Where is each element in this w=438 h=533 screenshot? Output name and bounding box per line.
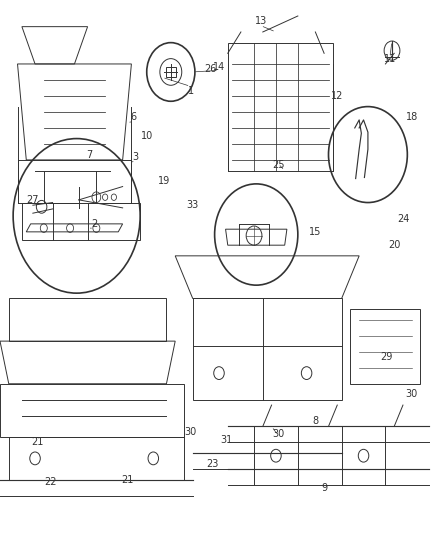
Text: 30: 30 bbox=[272, 430, 284, 439]
Text: 9: 9 bbox=[321, 483, 327, 492]
Text: 1: 1 bbox=[187, 86, 194, 95]
Text: 26: 26 bbox=[204, 64, 216, 74]
Text: 33: 33 bbox=[187, 200, 199, 210]
Text: 6: 6 bbox=[131, 112, 137, 122]
Text: 30: 30 bbox=[184, 427, 197, 437]
Text: 29: 29 bbox=[380, 352, 392, 362]
Text: 8: 8 bbox=[312, 416, 318, 426]
Text: 3: 3 bbox=[133, 152, 139, 162]
Text: 11: 11 bbox=[384, 54, 396, 63]
Text: 12: 12 bbox=[331, 91, 343, 101]
Text: 30: 30 bbox=[406, 390, 418, 399]
Text: 18: 18 bbox=[406, 112, 418, 122]
Text: 15: 15 bbox=[309, 227, 321, 237]
Text: 22: 22 bbox=[44, 478, 57, 487]
Text: 7: 7 bbox=[87, 150, 93, 159]
Text: 2: 2 bbox=[91, 219, 97, 229]
Text: 27: 27 bbox=[27, 195, 39, 205]
Text: 31: 31 bbox=[221, 435, 233, 445]
Text: 21: 21 bbox=[121, 475, 133, 484]
Text: 24: 24 bbox=[397, 214, 409, 223]
Text: 19: 19 bbox=[158, 176, 170, 186]
Text: 14: 14 bbox=[213, 62, 225, 71]
Text: 25: 25 bbox=[272, 160, 284, 170]
Text: 23: 23 bbox=[206, 459, 219, 469]
Text: 13: 13 bbox=[254, 17, 267, 26]
Text: 21: 21 bbox=[31, 438, 43, 447]
Text: 10: 10 bbox=[141, 131, 153, 141]
Text: 20: 20 bbox=[388, 240, 400, 250]
